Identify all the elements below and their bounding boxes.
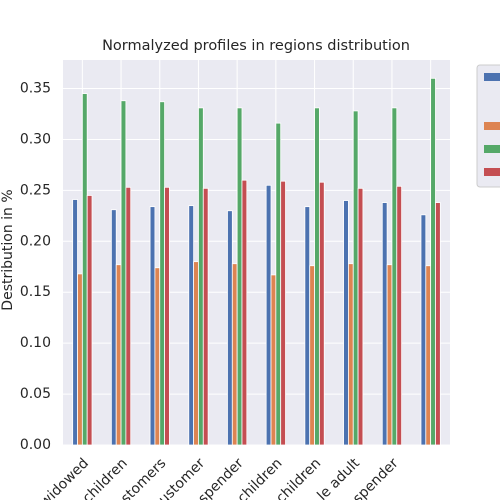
y-tick-label: 0.15 xyxy=(20,284,51,300)
bar xyxy=(149,206,156,446)
y-tick-label: 0.00 xyxy=(20,437,51,453)
bar xyxy=(314,107,320,446)
bar xyxy=(154,267,161,446)
bar xyxy=(270,274,277,446)
bar xyxy=(227,210,233,446)
bar xyxy=(430,77,436,446)
bar xyxy=(81,93,88,446)
legend-swatch xyxy=(484,145,500,153)
bar xyxy=(202,187,209,446)
bar xyxy=(309,265,315,446)
bar xyxy=(110,209,117,446)
bar xyxy=(381,202,388,446)
bar xyxy=(120,100,127,446)
bar xyxy=(125,186,132,446)
y-tick-label: 0.35 xyxy=(20,81,51,97)
bar xyxy=(425,265,432,446)
bar xyxy=(435,202,441,446)
bar xyxy=(304,206,311,446)
bar xyxy=(318,181,325,446)
bar xyxy=(386,264,393,446)
bar xyxy=(396,185,403,446)
legend-swatch xyxy=(484,122,500,130)
bar xyxy=(420,214,427,446)
legend-swatch xyxy=(484,168,500,176)
bar xyxy=(159,101,165,446)
y-tick-label: 0.30 xyxy=(20,131,51,147)
bar xyxy=(241,179,248,446)
bar xyxy=(391,107,398,446)
bar xyxy=(188,205,195,446)
bar xyxy=(352,110,359,446)
bar xyxy=(348,263,354,446)
y-tick-label: 0.25 xyxy=(20,182,51,198)
bar xyxy=(115,264,122,446)
y-tick-label: 0.20 xyxy=(20,233,51,249)
bar xyxy=(72,199,78,446)
bar xyxy=(231,263,238,446)
bar xyxy=(77,273,83,446)
bar xyxy=(275,122,282,446)
chart-title: Normalyzed profiles in regions distribut… xyxy=(102,38,410,54)
bar xyxy=(164,186,170,446)
y-tick-label: 0.05 xyxy=(20,386,51,402)
bar xyxy=(198,107,204,446)
legend-swatch xyxy=(484,73,500,81)
bar xyxy=(357,187,364,446)
bar xyxy=(265,184,272,446)
legend xyxy=(476,64,500,188)
bar xyxy=(86,195,93,446)
bar xyxy=(236,107,243,446)
bar xyxy=(193,261,199,446)
bar xyxy=(280,180,286,446)
y-axis-label: Destribution in % xyxy=(0,189,16,310)
y-tick-label: 0.10 xyxy=(20,335,51,351)
bar xyxy=(343,200,349,446)
